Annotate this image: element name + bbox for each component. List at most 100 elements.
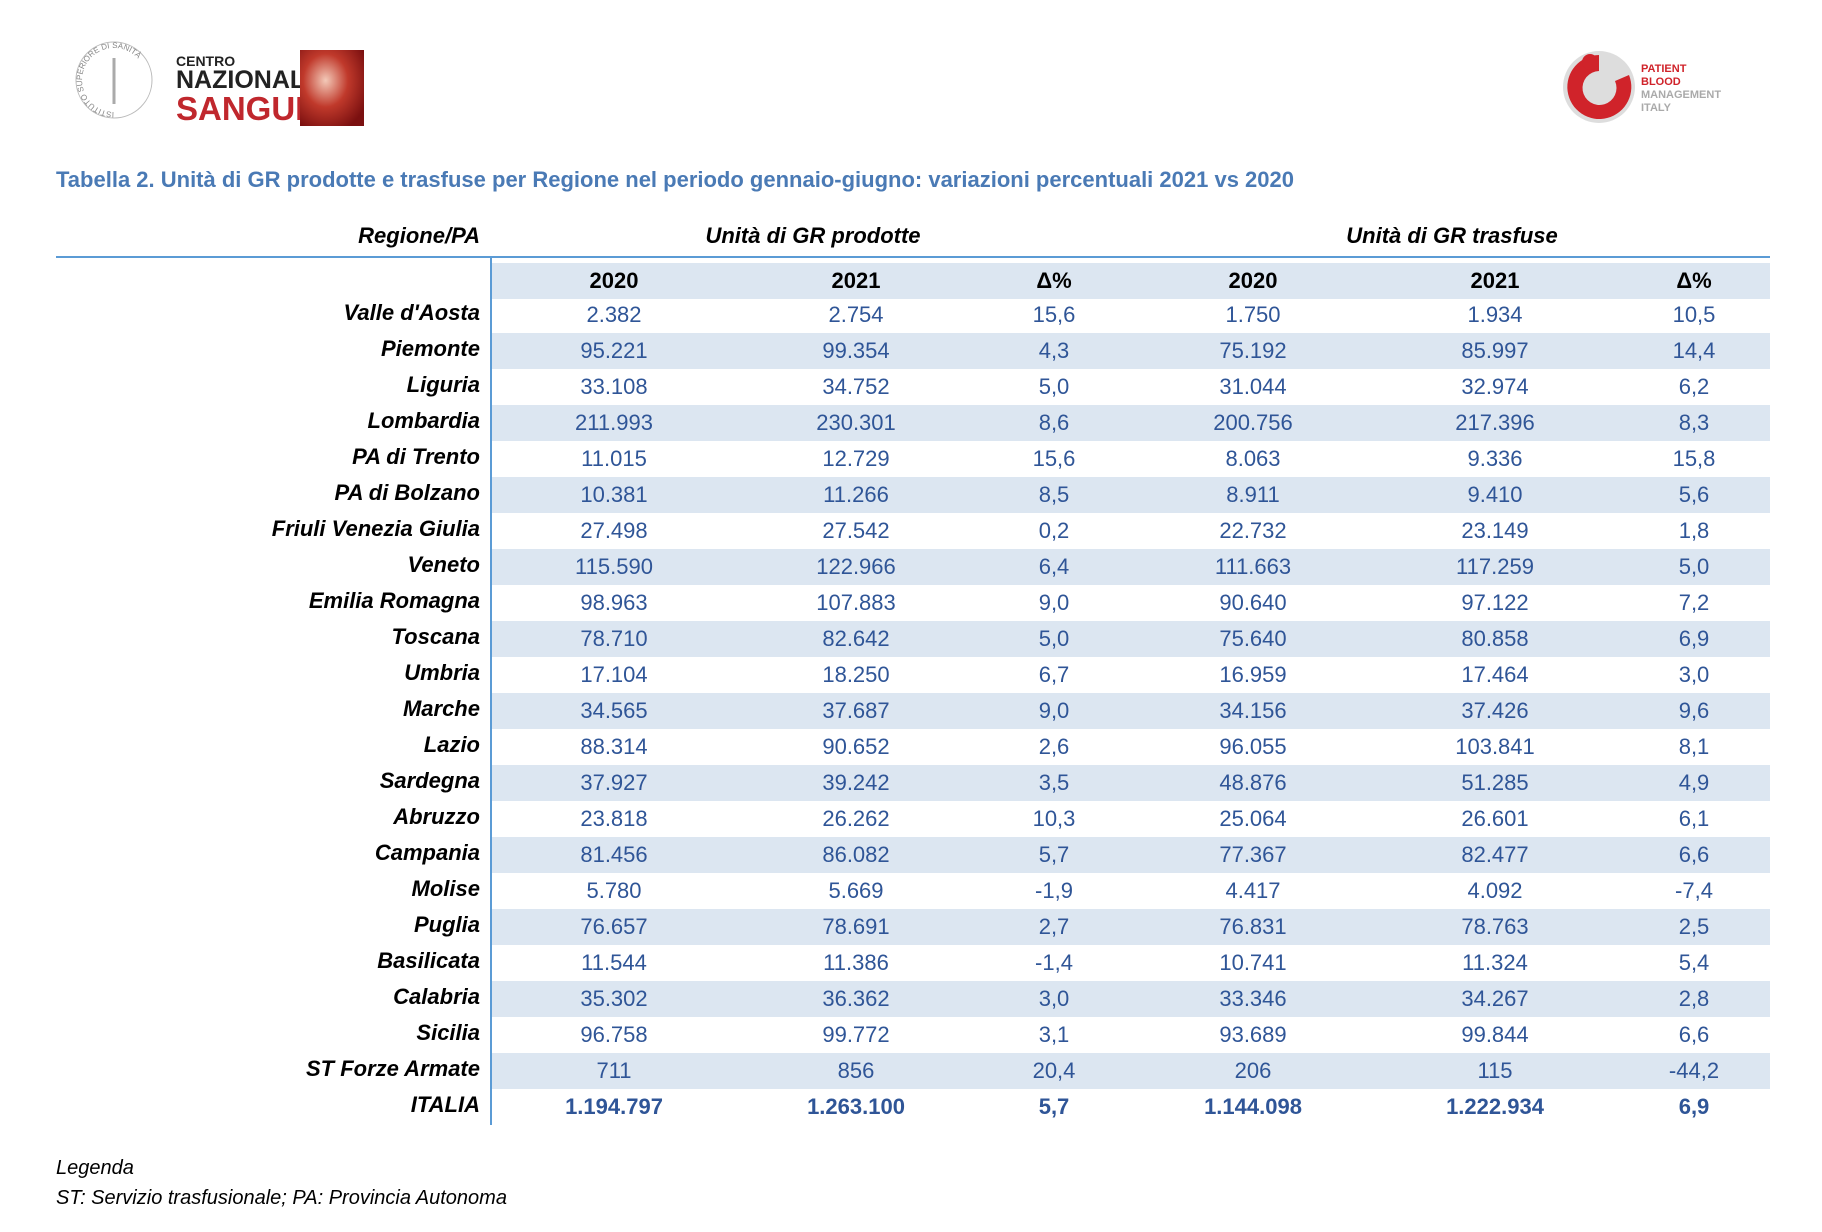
cell: 8,3 [1678,410,1710,435]
row-shade [492,333,1770,369]
region-label: Calabria [393,984,480,1009]
region-label: PA di Trento [352,444,480,469]
cell: 206 [1234,1058,1272,1083]
cell: 18.250 [822,662,890,687]
row-shade [492,765,1770,801]
cell: 99.844 [1461,1022,1529,1047]
cell: 16.959 [1219,662,1287,687]
row-shade [492,981,1770,1017]
region-label: PA di Bolzano [334,480,480,505]
cell: 4.417 [1225,878,1281,903]
cell: 2,8 [1678,986,1710,1011]
cell: 48.876 [1219,770,1287,795]
cell: 78.710 [580,626,648,651]
cell: 1.194.797 [565,1094,663,1119]
row-shade [492,621,1770,657]
cell: 96.758 [580,1022,648,1047]
cell: 8,5 [1038,482,1070,507]
cell: 15,6 [1032,302,1076,327]
cell: 27.498 [580,518,648,543]
group-header: Unità di GR trasfuse [1346,223,1558,248]
region-label: Sicilia [416,1020,480,1045]
cell: 81.456 [580,842,648,867]
cell: 4,9 [1678,770,1710,795]
cell: 1,8 [1678,518,1710,543]
table-title: Tabella 2. Unità di GR prodotte e trasfu… [56,167,1294,192]
logo-text: MANAGEMENT [1641,89,1721,101]
cell: 9,0 [1038,698,1070,723]
cell: 97.122 [1461,590,1529,615]
logo-text: BLOOD [1641,76,1681,88]
logo-text: SANGUE [176,90,317,127]
cell: 76.657 [580,914,648,939]
cell: 14,4 [1672,338,1716,363]
column-header: 2020 [589,268,639,293]
region-label: ST Forze Armate [305,1056,480,1081]
pbm-drop [1567,55,1632,119]
cell: 26.601 [1461,806,1529,831]
row-shade [492,693,1770,729]
cell: 3,5 [1038,770,1070,795]
cell: 31.044 [1219,374,1287,399]
cell: 8.063 [1225,446,1281,471]
logos: ISTITUTO SUPERIORE DI SANITÀ CENTRO NAZI… [75,41,1721,127]
cell: 6,4 [1038,554,1070,579]
cell: -1,9 [1035,878,1073,903]
cell: 27.542 [822,518,890,543]
region-label: Molise [411,876,480,901]
cell: 34.752 [822,374,890,399]
cell: 82.642 [822,626,890,651]
cell: 11.324 [1462,950,1528,975]
cell: 78.763 [1461,914,1529,939]
cell: 8,6 [1038,410,1070,435]
cell: 26.262 [822,806,890,831]
cell: -44,2 [1668,1058,1720,1083]
cell: 17.104 [580,662,648,687]
cell: 11.544 [581,950,647,975]
cell: 1.222.934 [1446,1094,1544,1119]
row-shade [492,1053,1770,1089]
cell: 6,6 [1678,1022,1710,1047]
region-label: Lombardia [367,408,480,433]
cell: 99.772 [822,1022,890,1047]
cell: 8.911 [1226,482,1280,507]
header-shade [492,263,1770,299]
cell: -1,4 [1035,950,1073,975]
region-label: Veneto [407,552,480,577]
cell: 23.149 [1461,518,1529,543]
cell: 33.108 [580,374,648,399]
cell: 86.082 [822,842,890,867]
seal-ring [75,41,153,119]
cell: 6,9 [1678,626,1710,651]
region-label: Puglia [413,912,480,937]
column-header: Δ% [1676,268,1712,293]
cell: 10,5 [1672,302,1716,327]
column-header: 2020 [1228,268,1278,293]
cell: 20,4 [1032,1058,1076,1083]
cell: 6,7 [1038,662,1070,687]
cell: 856 [837,1058,875,1083]
cell: 23.818 [580,806,648,831]
cell: 37.687 [822,698,890,723]
cell: 3,0 [1038,986,1070,1011]
cell: 95.221 [580,338,648,363]
cell: 75.640 [1219,626,1287,651]
cell: 5,0 [1678,554,1710,579]
column-header: 2021 [831,268,881,293]
cell: 6,9 [1678,1094,1710,1119]
cell: 22.732 [1219,518,1287,543]
cell: -7,4 [1675,878,1713,903]
logo-swirl [300,50,364,126]
region-label: Toscana [391,624,480,649]
region-label: Basilicata [377,948,480,973]
logo-text: CENTRO [176,53,235,69]
cell: 98.963 [580,590,648,615]
cell: 9,0 [1038,590,1070,615]
cell: 32.974 [1461,374,1529,399]
cell: 9.410 [1467,482,1523,507]
cell: 37.426 [1461,698,1529,723]
cell: 1.750 [1225,302,1281,327]
cell: 5,6 [1678,482,1710,507]
row-shade [492,909,1770,945]
region-label: Sardegna [379,768,480,793]
